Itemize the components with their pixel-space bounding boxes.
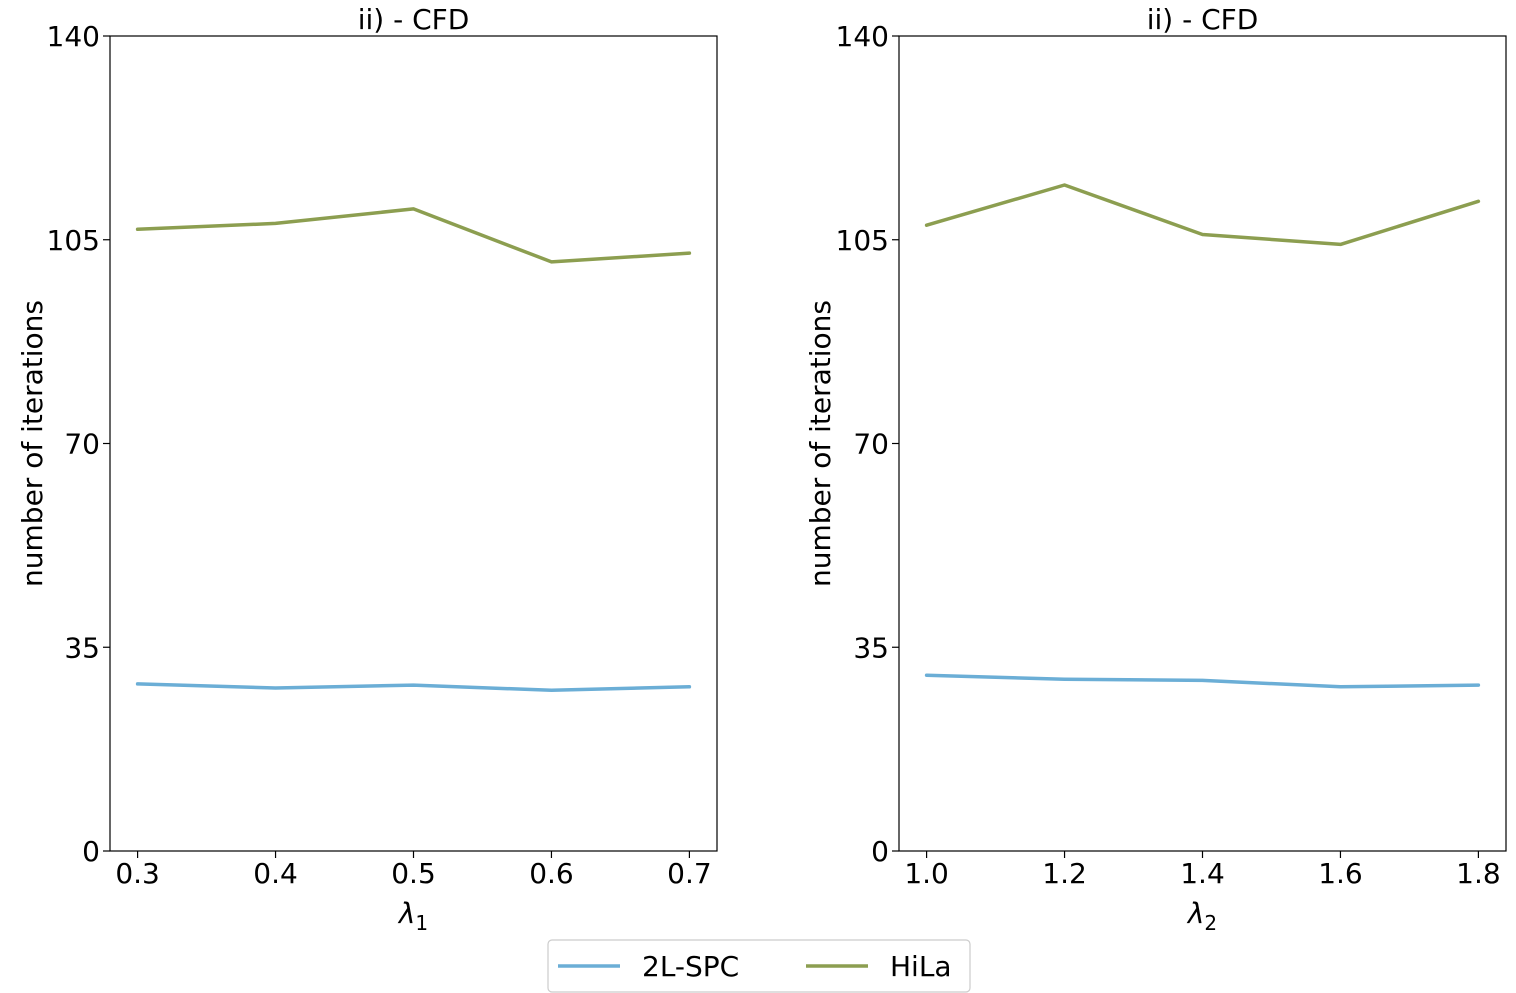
series-line-2l-spc [924, 673, 1481, 689]
y-tick-label: 0 [82, 835, 100, 868]
y-axis-label: number of iterations [804, 300, 837, 587]
x-tick-label: 1.0 [904, 857, 949, 890]
legend: 2L-SPC HiLa [547, 939, 971, 993]
y-tick-label: 70 [853, 428, 889, 461]
chart-panel-lambda1: 0 35 70 105 140 0.3 0.4 0.5 0.6 0.7 ii) - CFD numbe… [16, 3, 718, 935]
chart-title: ii) - CFD [358, 3, 470, 36]
x-axis-label: λ1 [397, 897, 428, 935]
series-line-2l-spc [135, 682, 692, 693]
y-tick-label: 105 [836, 224, 889, 257]
legend-label-2l-spc: 2L-SPC [642, 950, 739, 983]
x-tick-label: 1.4 [1180, 857, 1225, 890]
x-axis-label: λ2 [1186, 897, 1217, 935]
y-tick-label: 70 [64, 428, 100, 461]
y-tick-label: 35 [853, 631, 889, 664]
y-tick-label: 140 [836, 20, 889, 53]
x-tick-label: 0.6 [529, 857, 574, 890]
series-line-hila [135, 207, 692, 264]
x-tick-label: 1.8 [1456, 857, 1501, 890]
axes-frame [898, 35, 1507, 852]
x-tick-label: 0.5 [391, 857, 436, 890]
series-line-hila [924, 183, 1481, 247]
y-tick-label: 0 [871, 835, 889, 868]
y-axis-label: number of iterations [16, 300, 49, 587]
x-tick-label: 0.3 [115, 857, 160, 890]
x-tick-label: 0.7 [667, 857, 712, 890]
chart-panel-lambda2: 0 35 70 105 140 1.0 1.2 1.4 1.6 1.8 ii) - CFD numbe… [804, 3, 1507, 935]
x-tick-label: 1.6 [1318, 857, 1363, 890]
x-tick-label: 1.2 [1042, 857, 1087, 890]
y-tick-label: 140 [47, 20, 100, 53]
x-tick-label: 0.4 [253, 857, 298, 890]
legend-label-hila: HiLa [890, 950, 952, 983]
y-tick-label: 105 [47, 224, 100, 257]
axes-frame [109, 35, 718, 852]
chart-title: ii) - CFD [1147, 3, 1259, 36]
y-tick-label: 35 [64, 631, 100, 664]
legend-frame [547, 939, 971, 993]
